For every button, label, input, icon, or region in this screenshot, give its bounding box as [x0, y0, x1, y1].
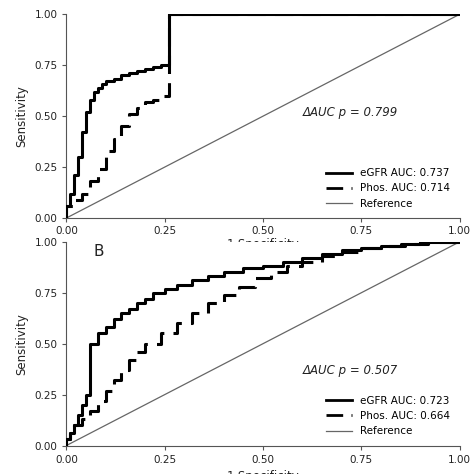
Y-axis label: Sensitivity: Sensitivity — [16, 85, 28, 147]
Y-axis label: Sensitivity: Sensitivity — [16, 313, 28, 374]
Legend: eGFR AUC: 0.737, Phos. AUC: 0.714, Reference: eGFR AUC: 0.737, Phos. AUC: 0.714, Refer… — [322, 164, 455, 213]
X-axis label: 1-Specificity: 1-Specificity — [227, 470, 300, 474]
Text: ΔAUC p = 0.799: ΔAUC p = 0.799 — [302, 106, 398, 119]
Text: B: B — [94, 244, 104, 259]
Text: 1.00: 1.00 — [448, 226, 471, 236]
Text: 0.50: 0.50 — [252, 226, 274, 236]
Legend: eGFR AUC: 0.723, Phos. AUC: 0.664, Reference: eGFR AUC: 0.723, Phos. AUC: 0.664, Refer… — [322, 392, 455, 440]
Text: 1-Specificity: 1-Specificity — [227, 238, 300, 251]
Text: ΔAUC p = 0.507: ΔAUC p = 0.507 — [302, 364, 398, 377]
Text: 0.75: 0.75 — [350, 226, 373, 236]
Text: 0.25: 0.25 — [153, 226, 176, 236]
Text: 0.00: 0.00 — [55, 226, 78, 236]
